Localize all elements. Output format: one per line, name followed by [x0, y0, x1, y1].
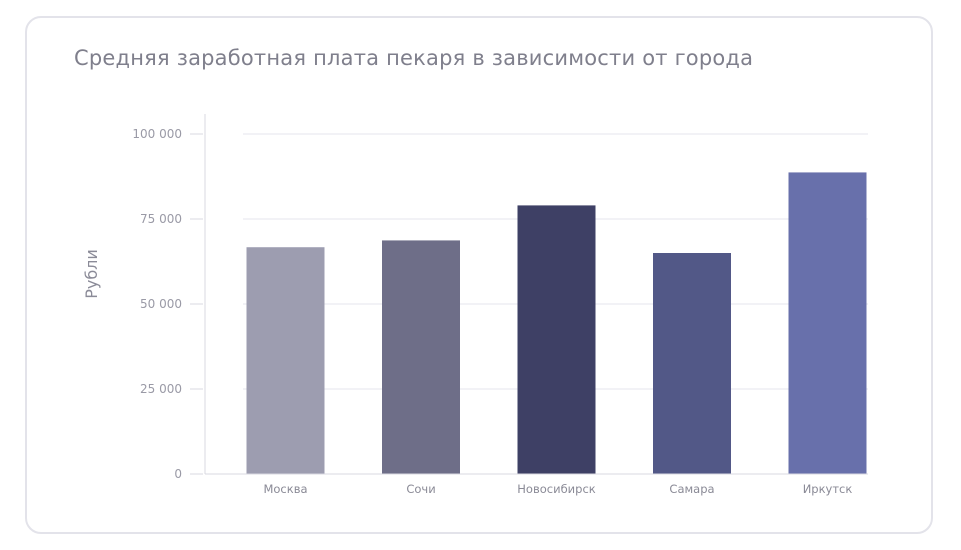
chart-title: Средняя заработная плата пекаря в зависи… [74, 46, 754, 70]
y-tick-label: 0 [174, 467, 182, 481]
bar-3 [653, 253, 731, 474]
bar-0 [246, 247, 325, 474]
y-tick-label: 75 000 [140, 212, 182, 226]
y-tick-label: 50 000 [140, 297, 182, 311]
y-axis-title: Рубли [82, 249, 101, 299]
y-tick-labels: 0 25 000 50 000 75 000 100 000 [132, 127, 182, 481]
bar-2 [517, 205, 596, 474]
x-tick-labels: Москва Сочи Новосибирск Самара Иркутск [263, 482, 852, 496]
bar-1 [382, 240, 460, 474]
chart-card: Средняя заработная плата пекаря в зависи… [25, 16, 933, 534]
x-tick-label: Сочи [406, 482, 435, 496]
bars [246, 172, 867, 475]
x-tick-label: Москва [263, 482, 307, 496]
x-tick-label: Иркутск [803, 482, 853, 496]
x-tick-label: Самара [669, 482, 714, 496]
y-tick-label: 100 000 [132, 127, 182, 141]
x-tick-label: Новосибирск [517, 482, 595, 496]
bar-4 [788, 172, 867, 475]
y-tick-label: 25 000 [140, 382, 182, 396]
